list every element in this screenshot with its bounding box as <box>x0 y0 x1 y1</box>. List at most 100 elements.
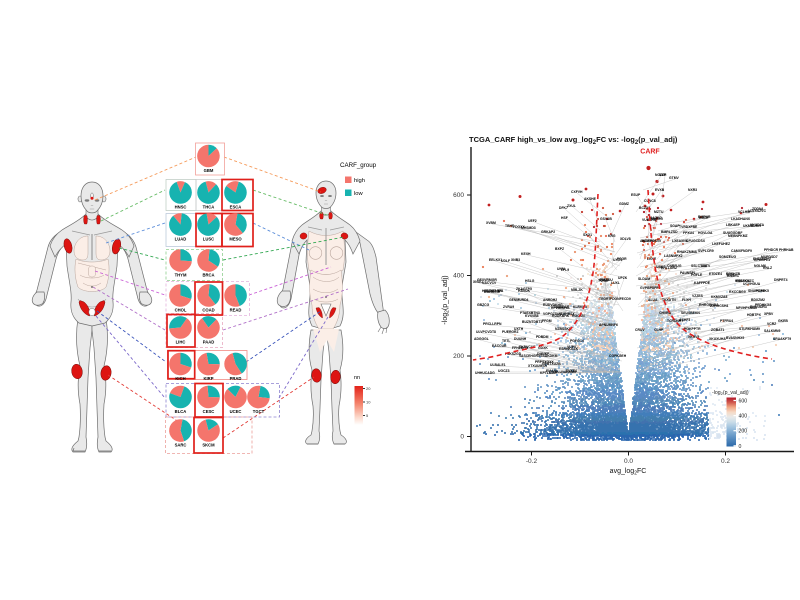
svg-text:UGCZ3: UGCZ3 <box>498 369 510 373</box>
svg-text:NXP: NXP <box>659 173 667 177</box>
svg-text:CHVRA: CHVRA <box>659 311 672 315</box>
svg-text:-log2(p_val_adj): -log2(p_val_adj) <box>442 275 451 324</box>
svg-text:0: 0 <box>739 444 742 450</box>
svg-text:VGPGZDMZ: VGPGZDMZ <box>543 312 562 316</box>
svg-text:RDLUC6: RDLUC6 <box>736 279 750 283</box>
svg-text:UCEC: UCEC <box>230 409 242 414</box>
svg-text:TGCT: TGCT <box>253 409 265 414</box>
svg-text:BCZX3: BCZX3 <box>639 206 650 210</box>
svg-text:GDMZ: GDMZ <box>619 202 629 206</box>
svg-text:XSZNSHSS: XSZNSHSS <box>484 289 503 293</box>
svg-text:LBKAEP: LBKAEP <box>726 223 741 227</box>
svg-text:FTAEXBTN3: FTAEXBTN3 <box>520 311 540 315</box>
svg-text:LFL9: LFL9 <box>561 268 569 272</box>
svg-text:nn: nn <box>354 375 360 381</box>
svg-text:EACCUR: EACCUR <box>492 344 507 348</box>
svg-text:LASNMPX2: LASNMPX2 <box>664 254 683 258</box>
svg-text:600: 600 <box>739 399 748 405</box>
svg-text:ACHF3: ACHF3 <box>679 318 690 322</box>
svg-text:GKEB: GKEB <box>778 319 788 323</box>
svg-text:HGKPPTR: HGKPPTR <box>684 327 701 331</box>
svg-text:PRPSXGXX: PRPSXGXX <box>535 360 554 364</box>
svg-text:600: 600 <box>453 192 464 199</box>
svg-text:XSSAKDKM: XSSAKDKM <box>538 354 558 358</box>
svg-text:DBTV: DBTV <box>701 264 711 268</box>
svg-text:ESUP: ESUP <box>631 193 641 197</box>
svg-text:MESO: MESO <box>229 236 242 241</box>
svg-text:HSLG: HSLG <box>525 279 535 283</box>
svg-text:10: 10 <box>366 400 371 405</box>
svg-text:PTFRU4: PTFRU4 <box>720 319 733 323</box>
svg-text:VCRZ: VCRZ <box>767 322 776 326</box>
svg-text:ZVRA9: ZVRA9 <box>503 305 514 309</box>
svg-text:BMRLZSD: BMRLZSD <box>661 230 678 234</box>
svg-text:CUNC8: CUNC8 <box>644 199 656 203</box>
svg-text:0.2: 0.2 <box>721 458 730 465</box>
svg-text:RFVHNUVA: RFVHNUVA <box>551 306 570 310</box>
svg-text:AKSHE: AKSHE <box>584 197 597 201</box>
svg-text:HAXUK: HAXUK <box>518 289 531 293</box>
svg-text:DAVXLN8: DAVXLN8 <box>484 290 500 294</box>
svg-text:CXFVH: CXFVH <box>571 190 583 194</box>
svg-text:DUUNH: DUUNH <box>514 337 527 341</box>
svg-text:ZXUL: ZXUL <box>567 204 576 208</box>
svg-text:DMNKF: DMNKF <box>537 352 549 356</box>
svg-text:UHHUCADG: UHHUCADG <box>475 371 495 375</box>
svg-text:GEXVRMGR: GEXVRMGR <box>477 278 497 282</box>
svg-text:DFK7: DFK7 <box>559 206 568 210</box>
svg-text:HGVSGABP4: HGVSGABP4 <box>482 289 503 293</box>
svg-text:ESCA: ESCA <box>230 204 242 209</box>
svg-text:-log2(p_val_adj): -log2(p_val_adj) <box>712 390 749 396</box>
svg-text:SEUSBEKN: SEUSBEKN <box>681 311 700 315</box>
svg-text:LUAD: LUAD <box>175 236 187 241</box>
svg-text:SVPLCR9: SVPLCR9 <box>698 249 714 253</box>
svg-text:BDXZM2: BDXZM2 <box>751 298 765 302</box>
svg-text:BHKGDR3: BHKGDR3 <box>750 305 767 309</box>
svg-text:PDBDM: PDBDM <box>536 335 549 339</box>
svg-text:SSLCTG4: SSLCTG4 <box>691 264 707 268</box>
svg-text:CNRFUG: CNRFUG <box>667 264 682 268</box>
svg-text:DNPRT4: DNPRT4 <box>774 278 788 282</box>
svg-text:UDLF: UDLF <box>501 259 510 263</box>
svg-text:LKEFUHEZ: LKEFUHEZ <box>712 242 730 246</box>
svg-text:XKUXUHA: XKUXUHA <box>709 337 726 341</box>
svg-text:UEF2: UEF2 <box>528 219 537 223</box>
svg-text:TCRDNR7: TCRDNR7 <box>667 319 683 323</box>
svg-text:GRKAP2: GRKAP2 <box>541 230 555 234</box>
svg-text:SALKMN9: SALKMN9 <box>764 329 781 333</box>
svg-text:RNSRC: RNSRC <box>727 274 740 278</box>
svg-text:RGGKN: RGGKN <box>572 314 585 318</box>
svg-text:LIHC: LIHC <box>176 339 186 344</box>
svg-text:KEXH: KEXH <box>521 252 531 256</box>
svg-text:UKMBDMR: UKMBDMR <box>743 224 761 228</box>
svg-text:VCLHM: VCLHM <box>738 210 750 214</box>
svg-text:CRUV: CRUV <box>635 328 645 332</box>
svg-text:UNM: UNM <box>557 267 565 271</box>
svg-text:LUSC: LUSC <box>203 236 214 241</box>
svg-text:ALUA: ALUA <box>648 298 658 302</box>
svg-text:MUPDSD7: MUPDSD7 <box>761 255 778 259</box>
svg-text:GBM: GBM <box>204 168 214 173</box>
svg-text:FDGNFECD9: FDGNFECD9 <box>610 297 631 301</box>
svg-text:VKUDZA: VKUDZA <box>750 223 765 227</box>
svg-text:STLRKHUM9: STLRKHUM9 <box>739 327 760 331</box>
svg-text:UCVHGUA: UCVHGUA <box>743 282 761 286</box>
svg-text:GBZCG: GBZCG <box>477 303 490 307</box>
svg-text:GENMURD4: GENMURD4 <box>509 298 529 302</box>
svg-text:ENTSKDP7: ENTSKDP7 <box>753 257 771 261</box>
svg-text:TXRUBSR: TXRUBSR <box>553 305 570 309</box>
svg-text:COAD: COAD <box>202 307 214 312</box>
svg-text:BXPZ: BXPZ <box>555 247 564 251</box>
svg-text:MEBNPKMZ: MEBNPKMZ <box>728 234 748 238</box>
svg-text:400: 400 <box>453 273 464 280</box>
svg-text:SGAP: SGAP <box>670 224 680 228</box>
svg-text:GPBTXUZB: GPBTXUZB <box>542 362 561 366</box>
svg-text:EMANL: EMANL <box>546 369 558 373</box>
svg-text:CESC: CESC <box>203 409 215 414</box>
svg-text:SXG1: SXG1 <box>583 233 592 237</box>
svg-text:XKHV5: XKHV5 <box>688 335 699 339</box>
svg-text:EHLLGRZ: EHLLGRZ <box>661 266 677 270</box>
svg-text:THYM: THYM <box>175 272 187 277</box>
svg-text:KRG: KRG <box>608 234 616 238</box>
svg-text:FFGM: FFGM <box>542 319 552 323</box>
